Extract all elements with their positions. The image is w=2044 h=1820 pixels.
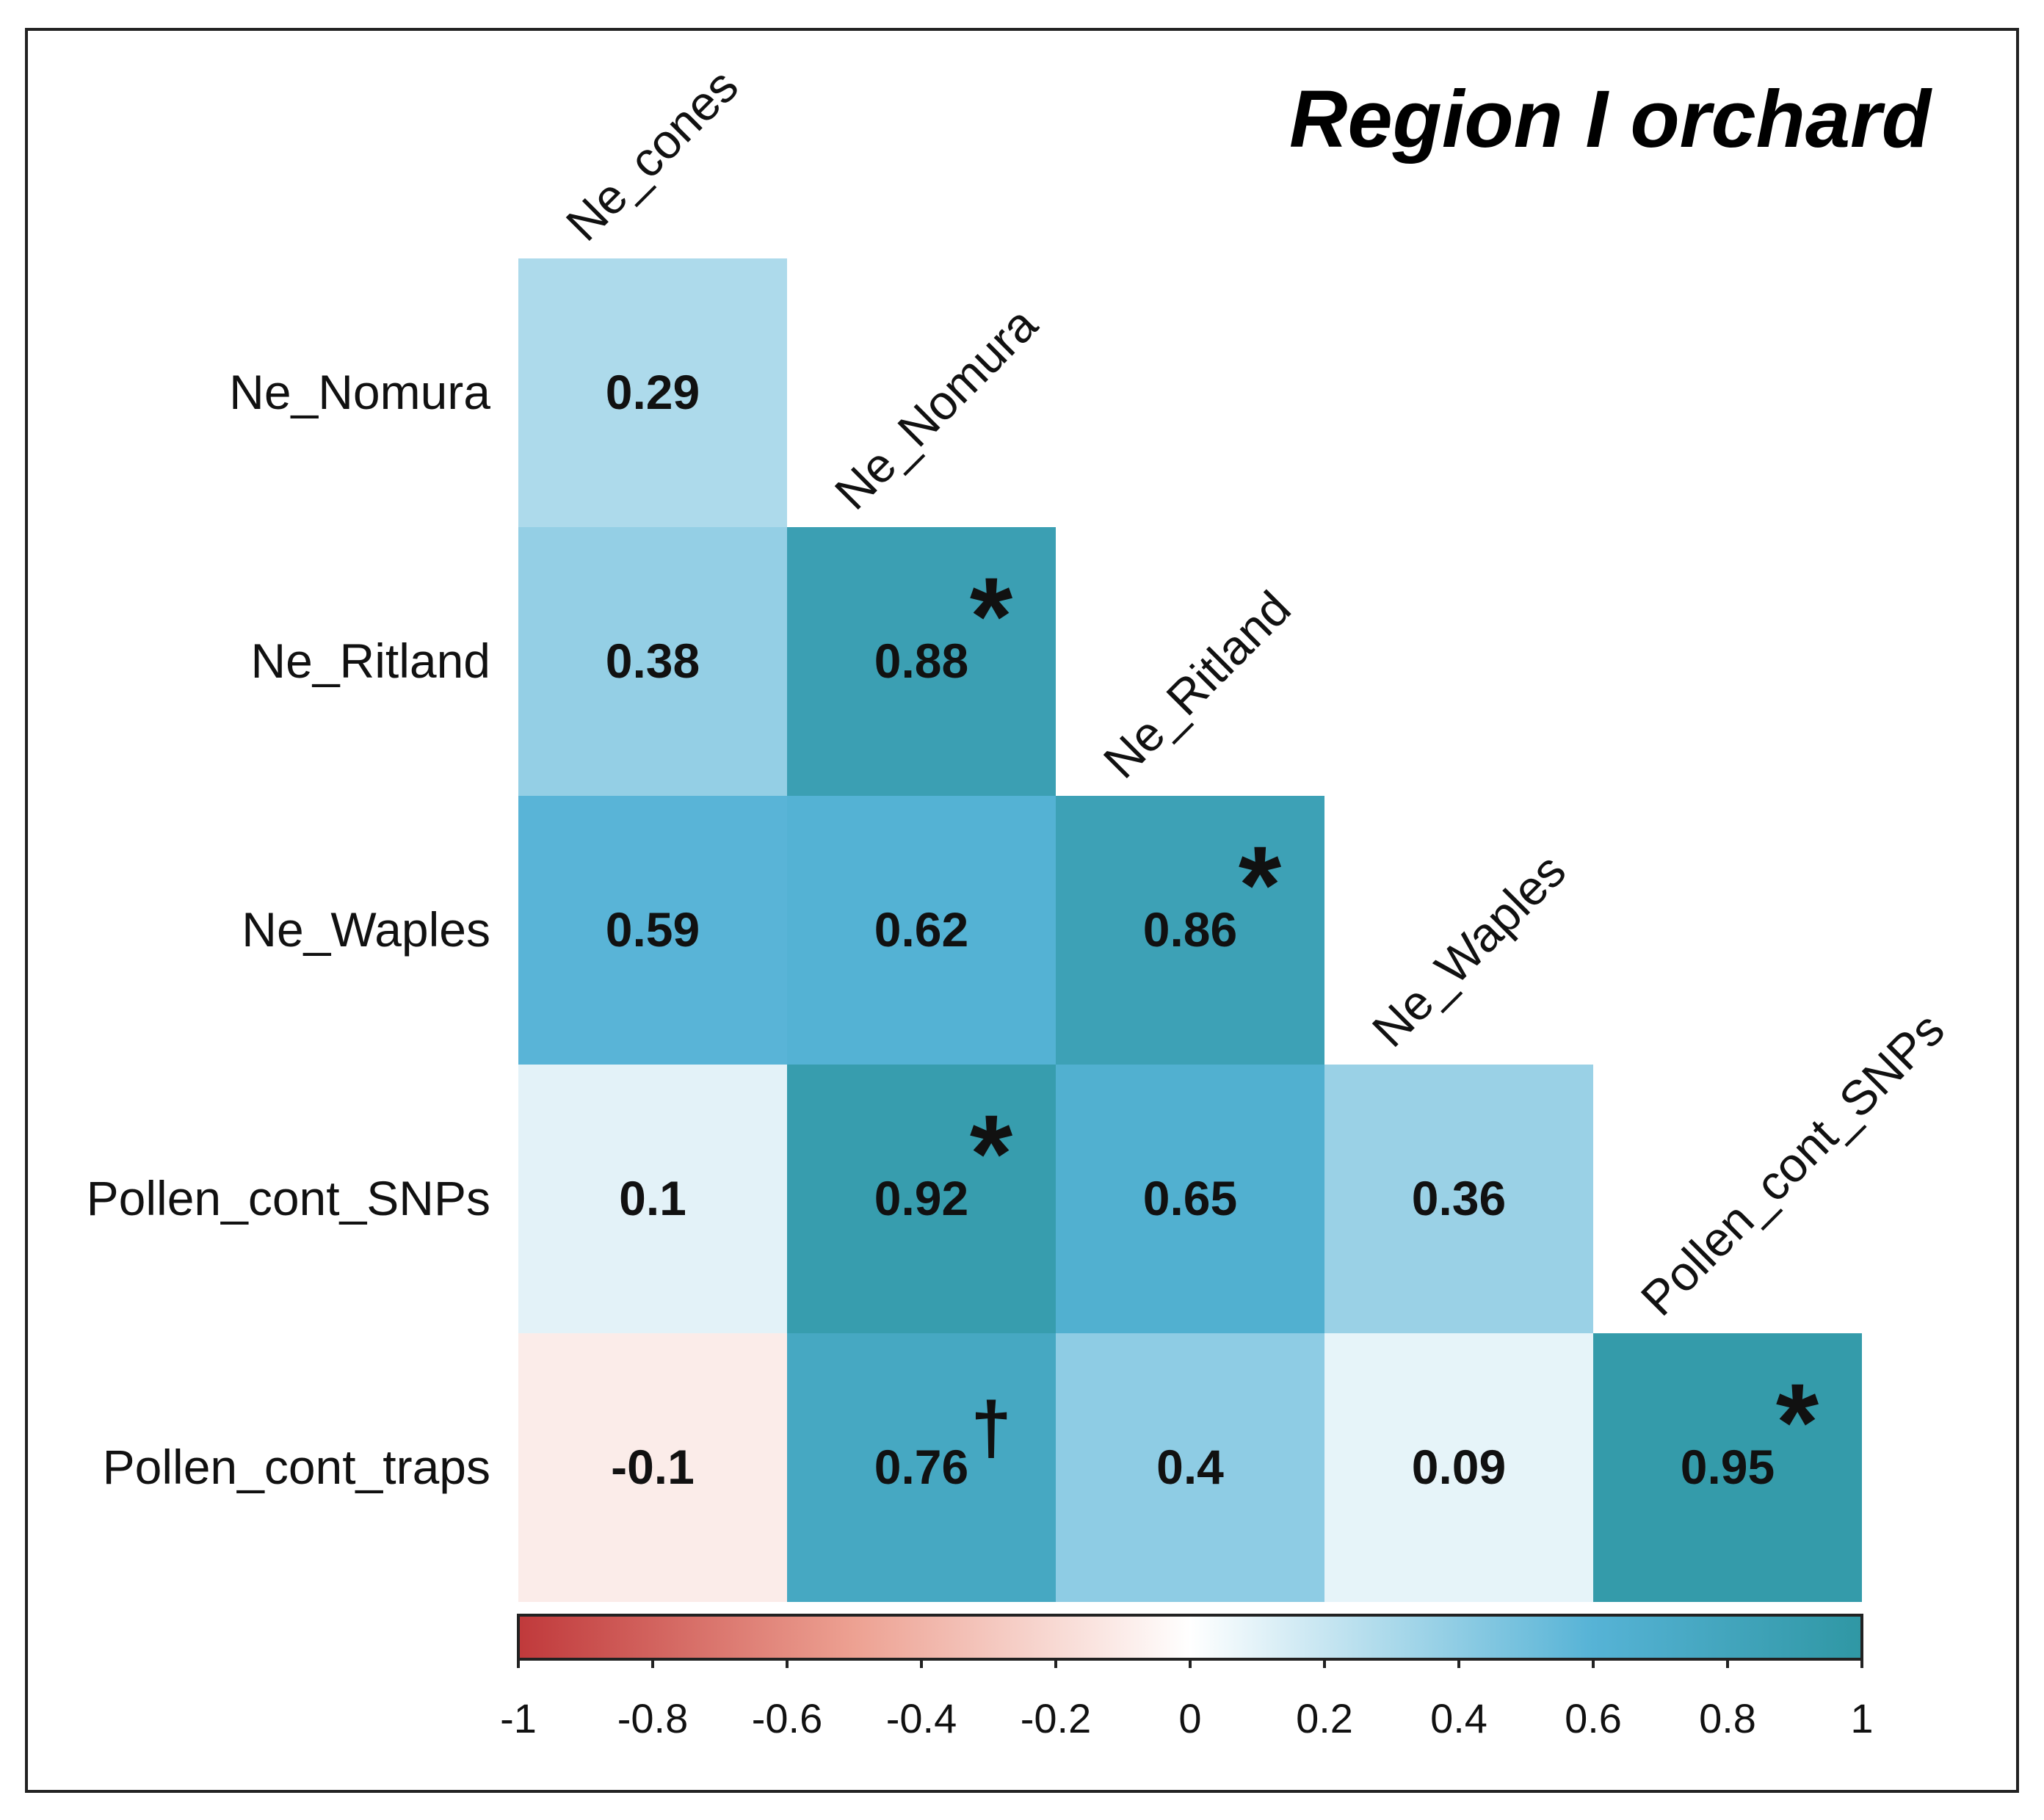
heatmap-cell: 0.88 * bbox=[787, 527, 1056, 796]
heatmap-cell: 0.09 bbox=[1324, 1333, 1593, 1602]
heatmap-cell-fill bbox=[1056, 1065, 1324, 1333]
cell-value-label: 0.09 bbox=[1412, 1440, 1506, 1494]
colorbar-tick-label: 0 bbox=[1178, 1695, 1201, 1741]
heatmap-cell-fill bbox=[518, 258, 787, 527]
row-label: Ne_Ritland bbox=[250, 634, 490, 688]
cell-value-label: 0.86 bbox=[1143, 902, 1237, 957]
heatmap-cell: 0.36 bbox=[1324, 1065, 1593, 1333]
significance-asterisk: * bbox=[970, 1092, 1013, 1215]
heatmap-cell: 0.62 bbox=[787, 796, 1056, 1065]
heatmap-cell: -0.1 bbox=[518, 1333, 787, 1602]
colorbar-tick-label: 0.2 bbox=[1296, 1695, 1353, 1741]
significance-asterisk: * bbox=[970, 554, 1013, 678]
heatmap-cells: 0.290.38 0.88 *0.59 0.62 0.86 *0.1 0.92 * 0.65 0.… bbox=[518, 258, 1862, 1602]
colorbar-tick-label: 0.6 bbox=[1565, 1695, 1622, 1741]
cell-value-label: 0.76 bbox=[874, 1440, 968, 1494]
heatmap-cell: 0.4 bbox=[1056, 1333, 1324, 1602]
row-label: Pollen_cont_SNPs bbox=[87, 1171, 490, 1225]
significance-asterisk: * bbox=[1776, 1360, 1819, 1484]
colorbar-tick-label: -1 bbox=[500, 1695, 537, 1741]
cell-value-label: 0.38 bbox=[606, 634, 700, 688]
cell-value-label: 0.59 bbox=[606, 902, 700, 957]
heatmap-cell-fill bbox=[787, 1065, 1056, 1333]
heatmap-cell: 0.59 bbox=[518, 796, 787, 1065]
colorbar-gradient bbox=[517, 1614, 1863, 1661]
cell-value-label: -0.1 bbox=[611, 1440, 695, 1494]
heatmap-cell-fill bbox=[787, 527, 1056, 796]
heatmap-cell-fill bbox=[518, 796, 787, 1065]
heatmap-cell: 0.92 * bbox=[787, 1065, 1056, 1333]
colorbar-tick-label: 0.8 bbox=[1699, 1695, 1756, 1741]
heatmap-cell-fill bbox=[1593, 1333, 1862, 1602]
cell-value-label: 0.36 bbox=[1412, 1171, 1506, 1225]
heatmap-cell: 0.29 bbox=[518, 258, 787, 527]
heatmap-cell-fill bbox=[518, 527, 787, 796]
heatmap-cell: 0.86 * bbox=[1056, 796, 1324, 1065]
cell-value-label: 0.62 bbox=[874, 902, 968, 957]
colorbar-tick-label: -0.6 bbox=[752, 1695, 823, 1741]
heatmap-cell: 0.65 bbox=[1056, 1065, 1324, 1333]
cell-value-label: 0.88 bbox=[874, 634, 968, 688]
colorbar-tick-label: -0.4 bbox=[886, 1695, 957, 1741]
heatmap-cell-fill bbox=[787, 1333, 1056, 1602]
colorbar-tick-label: 0.4 bbox=[1430, 1695, 1487, 1741]
chart-title: Region I orchard bbox=[1289, 74, 1933, 164]
cell-value-label: 0.95 bbox=[1681, 1440, 1775, 1494]
significance-dagger: † bbox=[971, 1387, 1012, 1469]
heatmap-cell-fill bbox=[518, 1333, 787, 1602]
cell-value-label: 0.92 bbox=[874, 1171, 968, 1225]
heatmap-cell-fill bbox=[1056, 1333, 1324, 1602]
significance-asterisk: * bbox=[1239, 823, 1282, 946]
row-label: Ne_Nomura bbox=[229, 365, 490, 419]
row-label: Pollen_cont_traps bbox=[103, 1440, 490, 1494]
cell-value-label: 0.29 bbox=[606, 365, 700, 419]
colorbar-tick-label: -0.8 bbox=[617, 1695, 689, 1741]
cell-value-label: 0.4 bbox=[1156, 1440, 1224, 1494]
cell-value-label: 0.1 bbox=[619, 1171, 686, 1225]
heatmap-cell: 0.38 bbox=[518, 527, 787, 796]
heatmap-cell: 0.76 † bbox=[787, 1333, 1056, 1602]
heatmap-cell-fill bbox=[518, 1065, 787, 1333]
colorbar-ticks: -1 -0.8 -0.6 -0.4 -0.2 0 0.2 0.4 0.6 0.8 1 bbox=[500, 1659, 1874, 1741]
colorbar-tick-label: -0.2 bbox=[1021, 1695, 1092, 1741]
cell-value-label: 0.65 bbox=[1143, 1171, 1237, 1225]
row-label: Ne_Waples bbox=[242, 902, 490, 957]
heatmap-cell-fill bbox=[1324, 1333, 1593, 1602]
row-labels: Ne_Nomura Ne_Ritland Ne_Waples Pollen_cont_… bbox=[87, 365, 491, 1494]
colorbar-tick-label: 1 bbox=[1850, 1695, 1873, 1741]
heatmap-cell-fill bbox=[1324, 1065, 1593, 1333]
colorbar: -1 -0.8 -0.6 -0.4 -0.2 0 0.2 0.4 0.6 0.8 1 bbox=[500, 1614, 1874, 1741]
heatmap-cell: 0.1 bbox=[518, 1065, 787, 1333]
heatmap-cell: 0.95 * bbox=[1593, 1333, 1862, 1602]
heatmap-cell-fill bbox=[787, 796, 1056, 1065]
heatmap-cell-fill bbox=[1056, 796, 1324, 1065]
